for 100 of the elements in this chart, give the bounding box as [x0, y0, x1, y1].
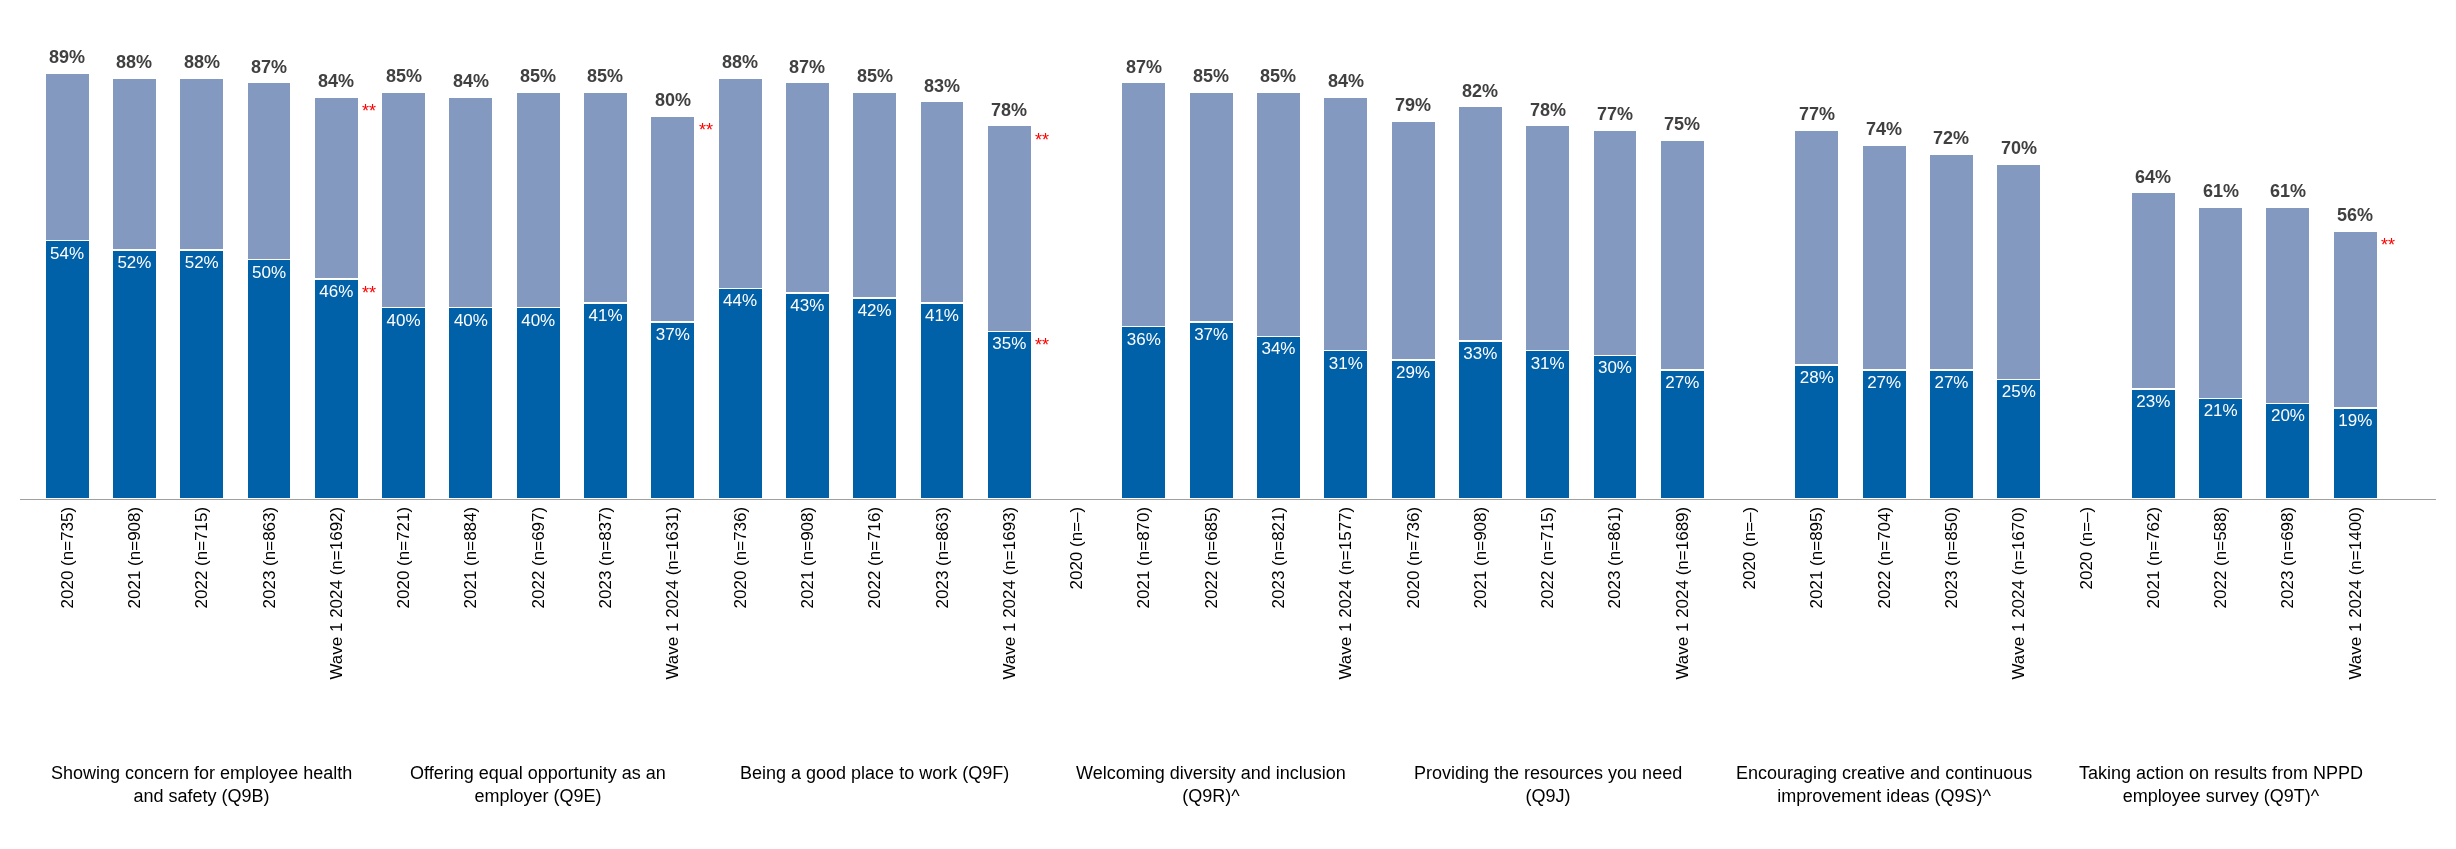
x-tick-label: 2021 (n=895) — [1807, 506, 1827, 609]
total-label: 84% — [453, 71, 490, 91]
total-label: 88% — [722, 52, 759, 72]
data-label: 36% — [1126, 329, 1161, 349]
text: Being a good place to work (Q9F) — [740, 763, 1010, 783]
data-label: 29% — [1396, 363, 1431, 383]
total-label: 70% — [2001, 138, 2038, 158]
data-label: 44% — [723, 291, 758, 311]
annotation: ** — [1035, 335, 1050, 355]
x-tick-label: 2022 (n=716) — [865, 506, 885, 609]
data-label: 50% — [251, 262, 287, 282]
data-label: 40% — [521, 310, 556, 330]
x-tick-label: 2023 (n=861) — [1605, 506, 1625, 609]
x-tick-label: 2022 (n=715) — [1538, 506, 1558, 609]
x-tick-label: Wave 1 2024 (n=1631) — [663, 506, 683, 680]
x-tick-label: 2022 (n=704) — [1874, 506, 1894, 609]
x-tick-label: 2020 (n=–) — [2076, 506, 2096, 590]
x-tick-label: Wave 1 2024 (n=1577) — [1336, 506, 1356, 680]
text: Encouraging creative and continuous improvement ideas (Q9S)^ — [1736, 763, 2033, 807]
total-label: 85% — [386, 66, 423, 86]
annotation: ** — [362, 283, 377, 303]
total-label: 84% — [1328, 71, 1365, 91]
data-label: 28% — [1799, 367, 1834, 387]
x-tick-label: Wave 1 2024 (n=1670) — [2009, 506, 2029, 680]
total-label: 72% — [1933, 128, 1970, 148]
annotation: ** — [362, 101, 377, 121]
total-label: 77% — [1799, 104, 1836, 124]
x-tick-label: 2022 (n=697) — [528, 506, 548, 609]
data-label: 27% — [1665, 372, 1700, 392]
x-tick-label: 2023 (n=863) — [932, 506, 952, 609]
total-label: 85% — [587, 66, 624, 86]
annotation: ** — [699, 120, 714, 140]
x-tick-label: 2022 (n=715) — [192, 506, 212, 609]
data-label: 35% — [992, 334, 1027, 354]
total-label: 85% — [857, 66, 894, 86]
x-tick-label: 2020 (n=721) — [394, 506, 414, 609]
total-label: 79% — [1395, 95, 1432, 115]
data-label: 23% — [2136, 391, 2171, 411]
x-tick-label: 2021 (n=908) — [797, 506, 817, 609]
data-label: 40% — [453, 310, 488, 330]
text: Showing concern for employee health and safety (Q9B) — [51, 763, 353, 807]
total-label: 88% — [184, 52, 221, 72]
x-tick-label: 2021 (n=884) — [461, 506, 481, 609]
data-label: 19% — [2338, 411, 2373, 431]
data-label: 25% — [2001, 382, 2036, 402]
data-label: 40% — [386, 310, 421, 330]
data-label: 31% — [1328, 353, 1363, 373]
total-label: 83% — [924, 76, 961, 96]
total-label: 64% — [2135, 167, 2172, 187]
x-tick-label: 2021 (n=762) — [2143, 506, 2163, 609]
total-label: 61% — [2270, 181, 2307, 201]
text: Providing the resources you need (Q9J) — [1414, 763, 1683, 807]
x-tick-label: 2021 (n=908) — [1470, 506, 1490, 609]
total-label: 87% — [1126, 57, 1163, 77]
total-label: 80% — [655, 90, 692, 110]
total-label: 85% — [1260, 66, 1297, 86]
data-label: 34% — [1261, 339, 1296, 359]
total-label: 84% — [318, 71, 355, 91]
data-label: 27% — [1934, 372, 1969, 392]
total-label: 87% — [789, 57, 826, 77]
x-tick-label: Wave 1 2024 (n=1693) — [999, 506, 1019, 680]
x-tick-label: 2023 (n=821) — [1268, 506, 1288, 609]
x-tick-label: 2021 (n=870) — [1134, 506, 1154, 609]
x-tick-label: Wave 1 2024 (n=1689) — [1672, 506, 1692, 680]
data-label: 52% — [184, 253, 219, 273]
x-tick-label: 2020 (n=736) — [1403, 506, 1423, 609]
data-label: 20% — [2270, 406, 2305, 426]
text: Welcoming diversity and inclusion (Q9R)^ — [1076, 763, 1346, 807]
data-label: 41% — [588, 305, 623, 325]
x-tick-label: 2023 (n=850) — [1941, 506, 1961, 609]
data-label: 43% — [790, 296, 825, 316]
total-label: 74% — [1866, 119, 1903, 139]
total-label: 78% — [1530, 100, 1567, 120]
data-label: 37% — [1194, 324, 1229, 344]
data-label: 41% — [924, 305, 959, 325]
total-label: 78% — [991, 100, 1028, 120]
annotation: ** — [2381, 235, 2396, 255]
data-label: 42% — [857, 300, 892, 320]
x-tick-label: 2020 (n=736) — [730, 506, 750, 609]
total-label: 82% — [1462, 81, 1499, 101]
total-label: 85% — [1193, 66, 1230, 86]
x-tick-label: 2023 (n=863) — [259, 506, 279, 609]
total-label: 87% — [251, 57, 288, 77]
x-tick-label: 2020 (n=–) — [1067, 506, 1087, 590]
total-label: 61% — [2203, 181, 2240, 201]
total-label: 85% — [520, 66, 557, 86]
x-tick-label: 2020 (n=735) — [57, 506, 77, 609]
x-tick-label: 2022 (n=685) — [1201, 506, 1221, 609]
annotation: ** — [1035, 130, 1050, 150]
data-label: 30% — [1597, 358, 1632, 378]
data-label: 21% — [2203, 401, 2238, 421]
data-label: 37% — [655, 324, 690, 344]
data-label: 33% — [1463, 344, 1498, 364]
data-label: 46% — [319, 281, 354, 301]
data-label: 27% — [1867, 372, 1902, 392]
total-label: 88% — [116, 52, 153, 72]
total-label: 77% — [1597, 104, 1634, 124]
text: Offering equal opportunity as an employer (Q9E) — [410, 763, 666, 807]
data-label: 52% — [117, 253, 152, 273]
total-label: 75% — [1664, 114, 1701, 134]
